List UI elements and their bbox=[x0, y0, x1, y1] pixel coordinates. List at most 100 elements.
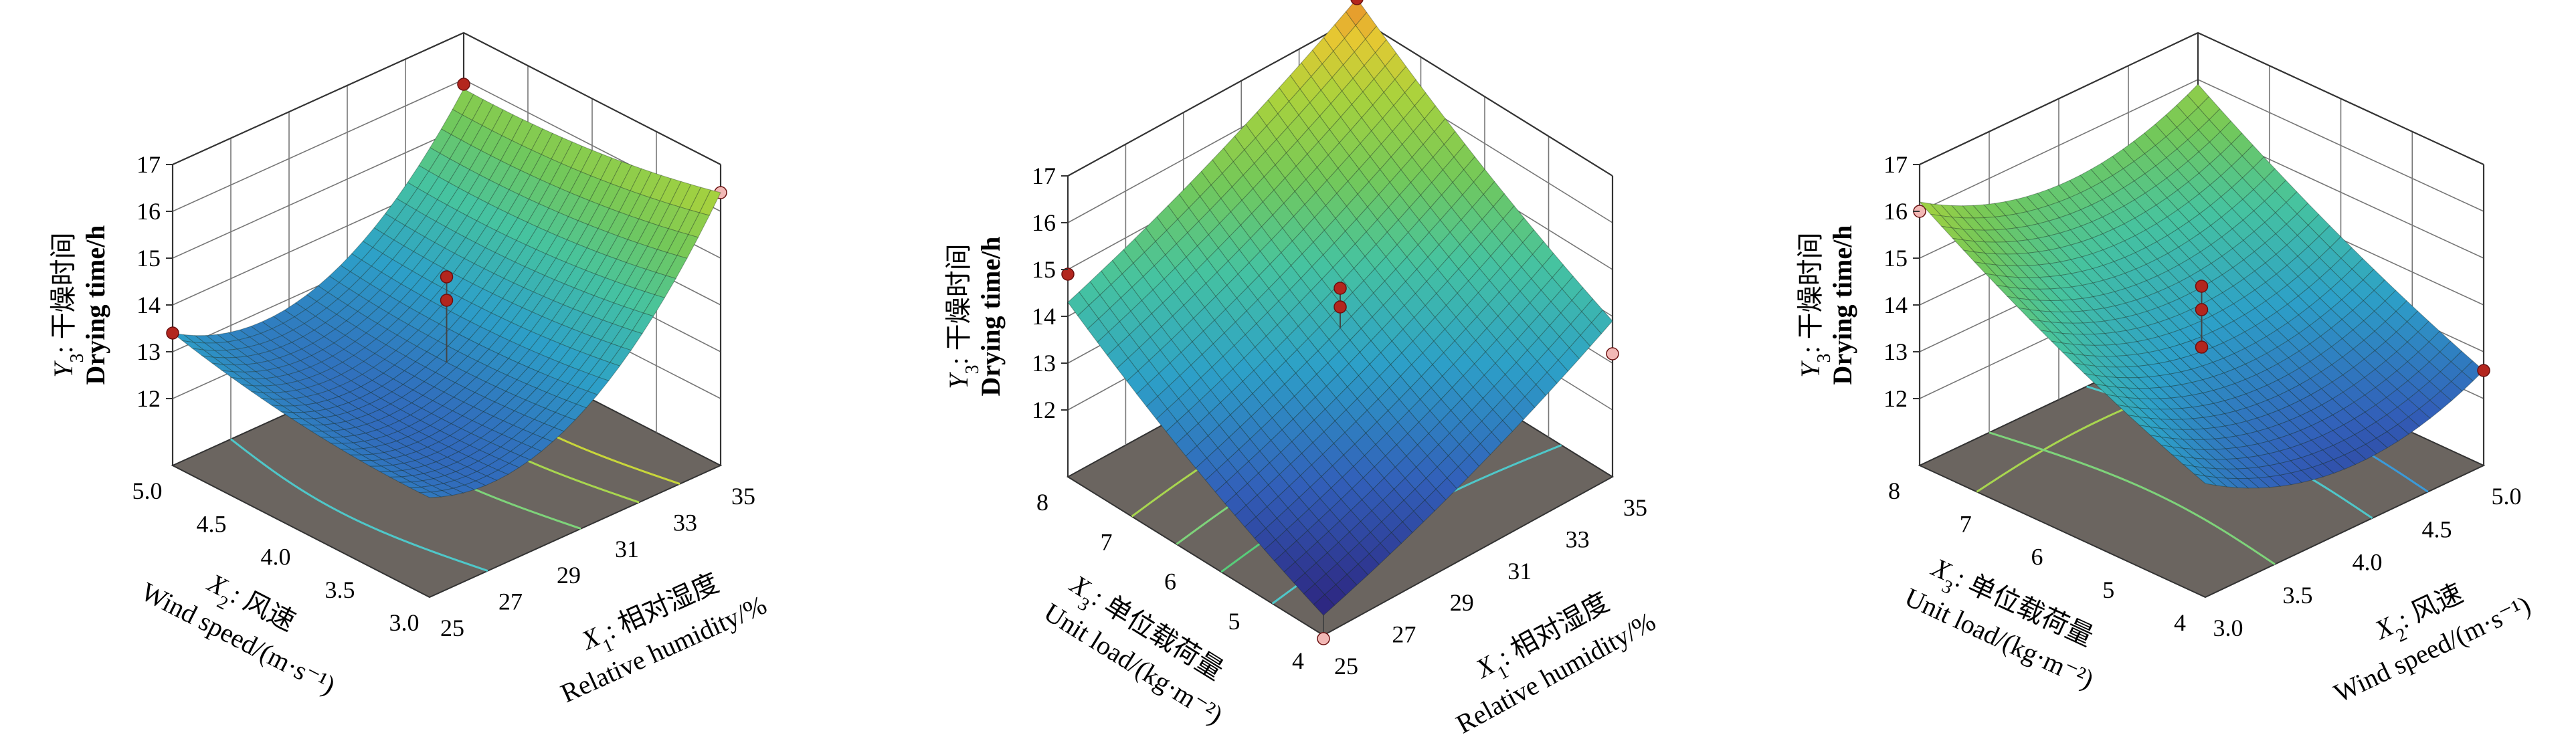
surface-cell bbox=[452, 484, 476, 494]
z-tick-label: 15 bbox=[1883, 245, 1908, 272]
surface-cell bbox=[1097, 331, 1119, 356]
surface-cell bbox=[2246, 455, 2270, 468]
surface-cell bbox=[1951, 217, 1974, 231]
surface-cell bbox=[2061, 351, 2086, 366]
surface-cell bbox=[2116, 404, 2140, 418]
surface-cell bbox=[1227, 449, 1249, 473]
surface-cell bbox=[1325, 563, 1348, 585]
surface-cell bbox=[277, 364, 300, 375]
surface-cell bbox=[553, 415, 576, 432]
surface-cell bbox=[2083, 373, 2108, 387]
z-axis-label: Y3: 干燥时间 bbox=[48, 232, 88, 377]
surface-cell bbox=[1321, 465, 1343, 489]
surface-cell bbox=[491, 420, 514, 435]
surface-cell bbox=[2160, 436, 2184, 449]
z-tick-label: 13 bbox=[1032, 350, 1056, 377]
surface-cell bbox=[1323, 217, 1346, 244]
surface-cell bbox=[421, 400, 444, 414]
surface-cell bbox=[533, 408, 556, 424]
z-tick-label: 12 bbox=[1883, 385, 1908, 412]
surface-cell bbox=[2127, 414, 2152, 428]
z-axis-label-en: Drying time/h bbox=[80, 225, 110, 385]
surface-cell bbox=[1325, 193, 1348, 219]
wall-top-edge bbox=[463, 32, 721, 165]
x-tick-label: 25 bbox=[1334, 653, 1358, 679]
x-tick-label: 33 bbox=[1566, 526, 1590, 552]
surface-cell bbox=[223, 356, 247, 366]
surface-cell bbox=[477, 454, 500, 466]
surface-cell bbox=[2213, 437, 2237, 449]
surface-cell bbox=[1271, 227, 1293, 253]
surface-cell bbox=[1201, 343, 1224, 368]
surface-cell bbox=[1108, 321, 1130, 346]
design-point bbox=[2477, 364, 2490, 377]
surface-cell bbox=[234, 364, 257, 373]
z-tick-label: 17 bbox=[136, 151, 161, 178]
surface-cell bbox=[2159, 397, 2183, 410]
surface-cell bbox=[1354, 231, 1377, 257]
surface-cell bbox=[1232, 149, 1255, 176]
surface-cell bbox=[1930, 213, 1954, 229]
surface-cell bbox=[2169, 371, 2193, 385]
surface-cell bbox=[1222, 135, 1245, 163]
surface-cell bbox=[1267, 87, 1290, 114]
surface-cell bbox=[404, 451, 428, 461]
y-tick-label: 5 bbox=[2102, 576, 2114, 603]
surface-cell bbox=[1362, 466, 1385, 490]
surface-cell bbox=[1175, 433, 1198, 457]
surface-cell bbox=[226, 339, 250, 350]
surface-cell bbox=[2171, 437, 2195, 450]
surface-cell bbox=[1133, 251, 1155, 278]
surface-cell bbox=[320, 355, 343, 369]
x-tick-label: 27 bbox=[498, 589, 523, 615]
surface-cell bbox=[1365, 25, 1387, 54]
x-tick-label: 4.5 bbox=[2422, 516, 2452, 542]
surface-cell bbox=[2049, 322, 2074, 335]
design-point bbox=[166, 326, 179, 340]
surface-cell bbox=[1256, 312, 1278, 337]
surface-cell bbox=[311, 424, 335, 432]
z-tick-label: 14 bbox=[1883, 292, 1908, 318]
surface-cell bbox=[325, 314, 347, 330]
surface-cell bbox=[1186, 423, 1209, 447]
design-point bbox=[440, 294, 454, 307]
surface-cell bbox=[1285, 540, 1307, 563]
contour-line bbox=[230, 438, 488, 572]
surface-cell bbox=[300, 424, 324, 432]
surface-cell bbox=[290, 348, 312, 361]
surface-cell bbox=[2235, 467, 2260, 480]
surface-cell bbox=[1166, 219, 1188, 245]
y-tick-label: 8 bbox=[1036, 489, 1048, 516]
surface-cell bbox=[1356, 387, 1379, 411]
surface-cell bbox=[250, 391, 274, 400]
surface-cell bbox=[338, 391, 361, 403]
surface-cell bbox=[2258, 465, 2281, 478]
surface-cell bbox=[1285, 349, 1307, 374]
surface-cell bbox=[1219, 211, 1241, 237]
y-tick-label: 5 bbox=[1228, 608, 1240, 635]
surface-cell bbox=[309, 430, 334, 438]
surface-cell bbox=[2202, 415, 2226, 428]
contour-line bbox=[1989, 431, 2276, 565]
y-tick-label: 3.5 bbox=[325, 576, 355, 603]
surface-cell bbox=[1340, 488, 1363, 511]
surface-cell bbox=[531, 437, 553, 452]
surface-cell bbox=[688, 212, 711, 238]
surface-cell bbox=[609, 346, 632, 366]
surface-cell bbox=[1995, 253, 2019, 267]
surface-cell bbox=[2147, 362, 2171, 377]
surface-cell bbox=[589, 339, 612, 360]
surface-cell bbox=[1263, 164, 1286, 191]
surface-cell bbox=[236, 346, 260, 357]
surface-cell bbox=[2006, 296, 2031, 310]
surface-cell bbox=[1242, 370, 1265, 395]
surface-cell bbox=[2126, 397, 2150, 410]
x-tick-label: 3.5 bbox=[2283, 582, 2313, 609]
surface-cell bbox=[2061, 332, 2085, 346]
x-tick-label: 29 bbox=[1450, 589, 1474, 616]
surface-cell bbox=[397, 307, 420, 325]
surface-cell bbox=[1192, 330, 1214, 355]
surface-cell bbox=[2072, 362, 2096, 377]
surface-cell bbox=[2149, 434, 2173, 448]
wall-top-edge bbox=[1919, 32, 2199, 165]
